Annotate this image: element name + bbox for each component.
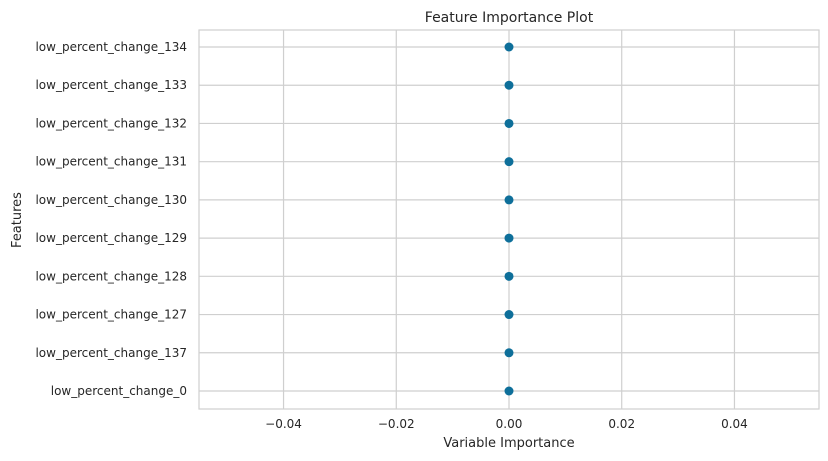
data-point	[504, 42, 514, 52]
y-tick-label: low_percent_change_0	[51, 384, 187, 398]
data-point	[504, 271, 514, 281]
data-point	[504, 118, 514, 128]
y-tick-label: low_percent_change_129	[35, 231, 187, 245]
data-point	[504, 348, 514, 358]
x-tick-label: −0.04	[265, 417, 302, 431]
data-point	[504, 310, 514, 320]
x-tick-label: 0.02	[608, 417, 635, 431]
data-point	[504, 386, 514, 396]
y-tick-label: low_percent_change_137	[35, 346, 187, 360]
y-tick-label: low_percent_change_130	[35, 193, 187, 207]
y-tick-label: low_percent_change_133	[35, 78, 187, 92]
x-axis-label: Variable Importance	[443, 436, 574, 451]
x-tick-label: 0.04	[721, 417, 748, 431]
y-tick-label: low_percent_change_132	[35, 116, 187, 130]
data-point	[504, 157, 514, 167]
data-point	[504, 195, 514, 205]
data-points	[504, 42, 514, 396]
plot-frame	[198, 29, 820, 410]
y-axis-label: Features	[10, 192, 25, 248]
x-tick-label: −0.02	[378, 417, 415, 431]
data-point	[504, 80, 514, 90]
data-point	[504, 233, 514, 243]
y-tick-label: low_percent_change_127	[35, 308, 187, 322]
y-tick-labels: low_percent_change_134 low_percent_change…	[35, 40, 187, 398]
chart-title: Feature Importance Plot	[425, 10, 594, 26]
x-tick-labels: −0.04 −0.02 0.00 0.02 0.04	[265, 417, 748, 431]
x-tick-label: 0.00	[496, 417, 523, 431]
y-tick-label: low_percent_change_128	[35, 269, 187, 283]
y-tick-label: low_percent_change_131	[35, 155, 187, 169]
y-tick-label: low_percent_change_134	[35, 40, 187, 54]
